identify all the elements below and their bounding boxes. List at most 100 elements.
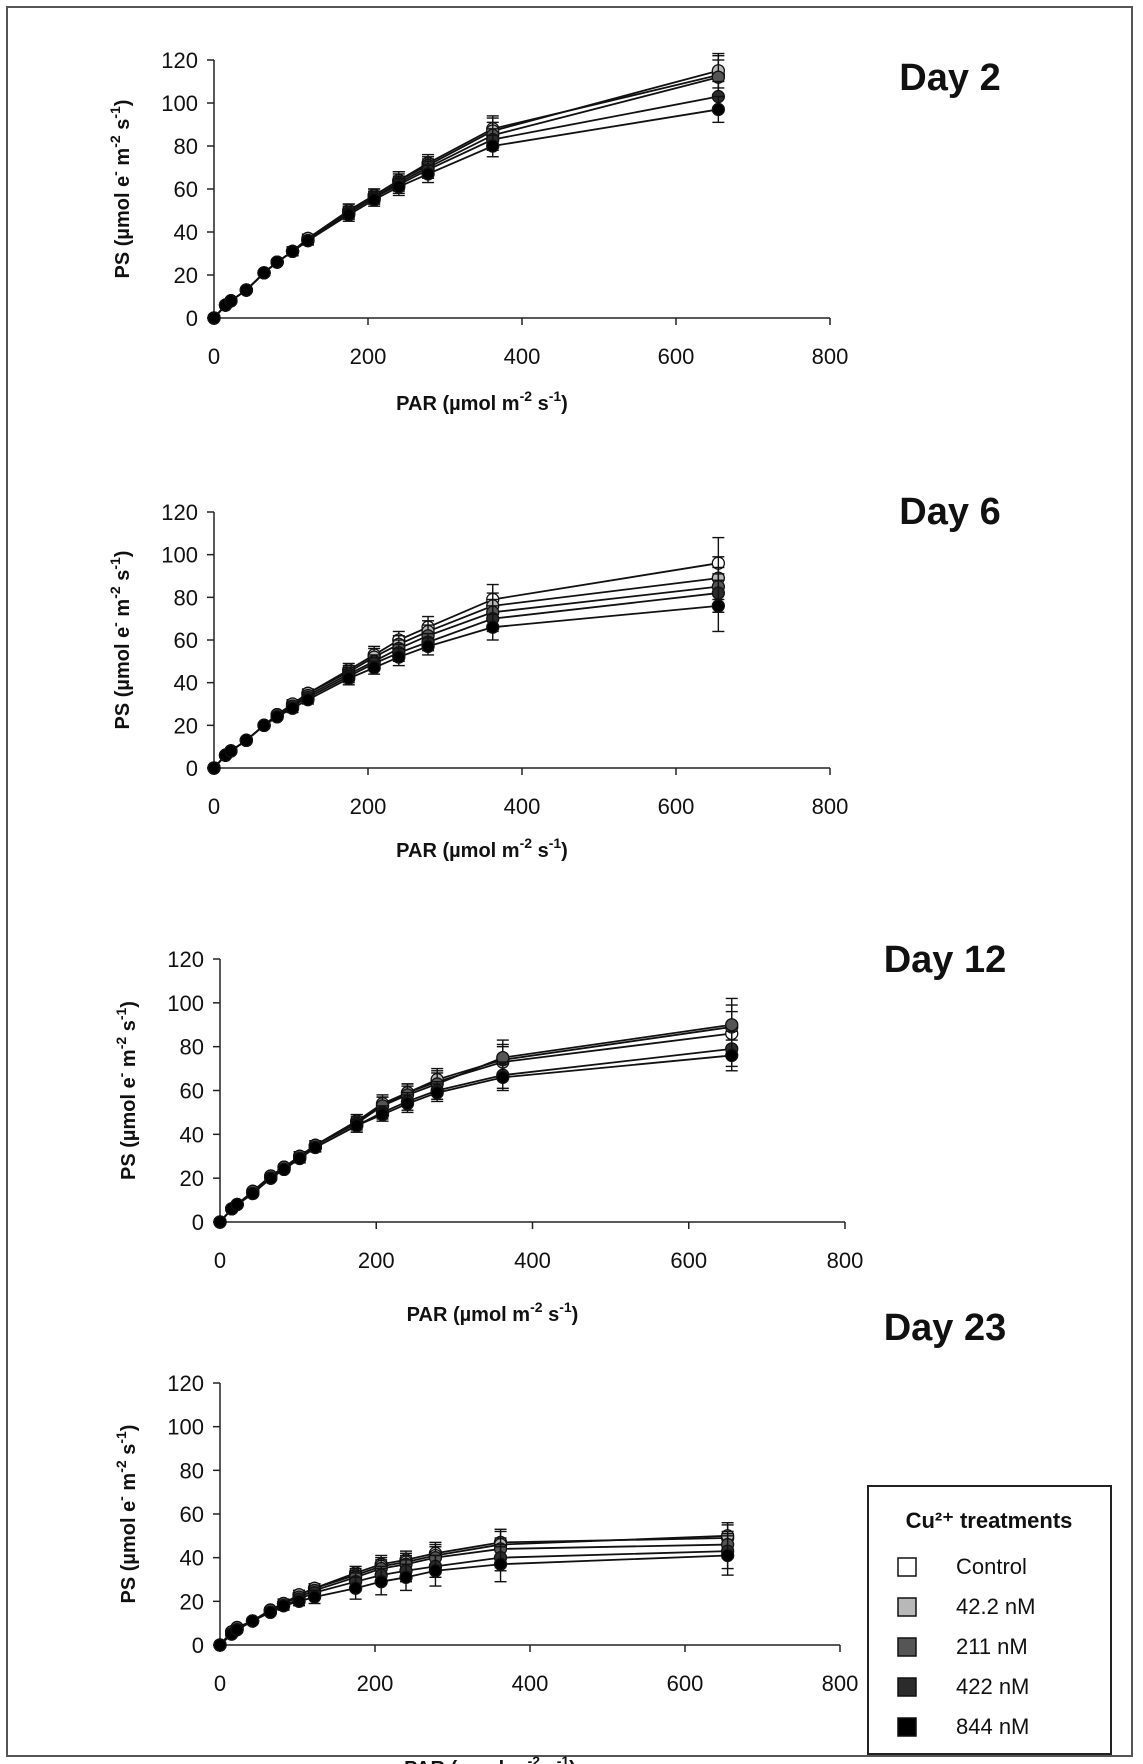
y-axis-title: PS (µmol e- m-2 s-1) <box>107 551 134 730</box>
x-axis-title-part: -1 <box>557 1753 570 1764</box>
series-line <box>213 577 719 769</box>
legend-label: Control <box>956 1554 1027 1579</box>
x-axis-title-part: -1 <box>549 835 562 851</box>
data-point <box>246 1186 260 1201</box>
legend-label: 844 nM <box>956 1714 1029 1739</box>
y-axis-title-part: -1 <box>107 106 123 119</box>
legend-label: 422 nM <box>956 1674 1029 1699</box>
x-tick-label: 0 <box>214 1671 226 1696</box>
legend-swatch <box>897 1597 917 1617</box>
series-line <box>219 1032 732 1223</box>
x-axis-title: PAR (µmol m-2 s-1) <box>396 388 568 415</box>
y-tick-label: 20 <box>180 1166 204 1191</box>
data-point <box>277 1162 291 1177</box>
series-line <box>213 95 719 319</box>
data-point <box>342 671 356 686</box>
x-axis-title-part: ) <box>561 393 568 415</box>
x-axis-title-part: ) <box>561 840 568 862</box>
series-3 <box>213 997 739 1229</box>
y-tick-label: 60 <box>174 628 198 653</box>
series-1 <box>207 536 725 775</box>
x-tick-label: 600 <box>667 1671 704 1696</box>
data-point <box>301 693 315 707</box>
data-point <box>367 193 381 207</box>
x-axis-title-part: ) <box>569 1758 576 1764</box>
x-tick-label: 400 <box>504 344 541 369</box>
y-axis-title-part: - <box>107 171 123 176</box>
data-point <box>375 1107 390 1122</box>
data-point <box>725 1048 739 1063</box>
data-point <box>720 1548 735 1563</box>
panel-title: Day 12 <box>884 939 1007 981</box>
y-tick-label: 80 <box>174 585 198 610</box>
y-tick-label: 80 <box>180 1458 204 1483</box>
chart-panel-2: 0 20 40 60 80 100 120 0 200 400 600 800 Day 6 PAR (µm… <box>107 491 1001 862</box>
x-tick-label: 0 <box>214 1248 226 1273</box>
data-point <box>711 599 725 613</box>
y-tick-label: 100 <box>167 991 204 1016</box>
y-tick-label: 40 <box>180 1122 204 1147</box>
data-point <box>270 255 284 269</box>
data-point <box>213 1638 227 1652</box>
legend-label: 42.2 nM <box>956 1594 1036 1619</box>
y-axis-title-part: m <box>112 148 134 171</box>
y-axis-title-part: -1 <box>113 1431 129 1444</box>
y-axis-title-part: PS (µmol e <box>112 176 134 279</box>
data-point <box>428 1564 443 1578</box>
figure-frame <box>6 6 1133 1757</box>
x-tick-label: 200 <box>350 794 387 819</box>
x-axis-title-part: -1 <box>549 388 562 404</box>
x-axis-title-part: PAR (µmol m <box>404 1758 527 1764</box>
x-axis-title: PAR (µmol m-2 s-1) <box>396 835 568 862</box>
y-axis-title-part: -2 <box>113 1460 129 1473</box>
x-tick-label: 200 <box>350 344 387 369</box>
y-axis-title-part: PS (µmol e <box>118 1077 140 1180</box>
x-tick-label: 400 <box>512 1671 549 1696</box>
x-tick-label: 0 <box>208 344 220 369</box>
y-tick-label: 60 <box>180 1502 204 1527</box>
y-tick-label: 40 <box>174 220 198 245</box>
series-5 <box>213 1039 739 1229</box>
legend-swatch <box>897 1557 917 1577</box>
x-axis-title-part: PAR (µmol m <box>407 1304 530 1326</box>
y-tick-label: 40 <box>180 1546 204 1571</box>
y-axis-title-part: ) <box>118 1425 140 1432</box>
data-point <box>224 744 238 758</box>
x-tick-label: 600 <box>658 344 695 369</box>
y-tick-label: 120 <box>161 500 198 525</box>
series-4 <box>207 573 725 775</box>
y-axis-title-part: ) <box>112 100 134 107</box>
series-line <box>213 604 719 769</box>
data-point <box>308 1140 322 1155</box>
x-tick-label: 600 <box>670 1248 707 1273</box>
panel-title: Day 2 <box>899 57 1000 99</box>
x-axis-title-part: PAR (µmol m <box>396 393 519 415</box>
series-3 <box>207 59 725 325</box>
data-point <box>285 244 300 259</box>
x-axis-title-part: s <box>532 393 549 415</box>
data-point <box>374 1575 388 1589</box>
y-tick-label: 100 <box>161 91 198 116</box>
y-axis-title-part: m <box>112 599 134 622</box>
y-axis-title-part: m <box>118 1049 140 1072</box>
x-axis-title-part: s <box>540 1758 557 1764</box>
data-point <box>301 233 315 248</box>
data-point <box>711 102 725 117</box>
y-tick-label: 100 <box>161 543 198 568</box>
y-tick-label: 80 <box>180 1035 204 1060</box>
series-2 <box>207 52 725 325</box>
series-line <box>213 562 719 769</box>
data-point <box>239 283 253 297</box>
y-axis-title-part: -2 <box>107 586 123 599</box>
y-tick-label: 20 <box>180 1589 204 1614</box>
y-tick-label: 120 <box>167 947 204 972</box>
data-point <box>307 1590 322 1604</box>
y-tick-label: 0 <box>186 306 198 331</box>
x-tick-label: 800 <box>827 1248 864 1273</box>
y-tick-label: 0 <box>186 756 198 781</box>
series-5 <box>213 1535 735 1652</box>
legend-swatch <box>897 1717 917 1737</box>
series-4 <box>213 1532 735 1652</box>
x-axis-title-part: s <box>532 840 549 862</box>
data-point <box>725 1018 739 1032</box>
